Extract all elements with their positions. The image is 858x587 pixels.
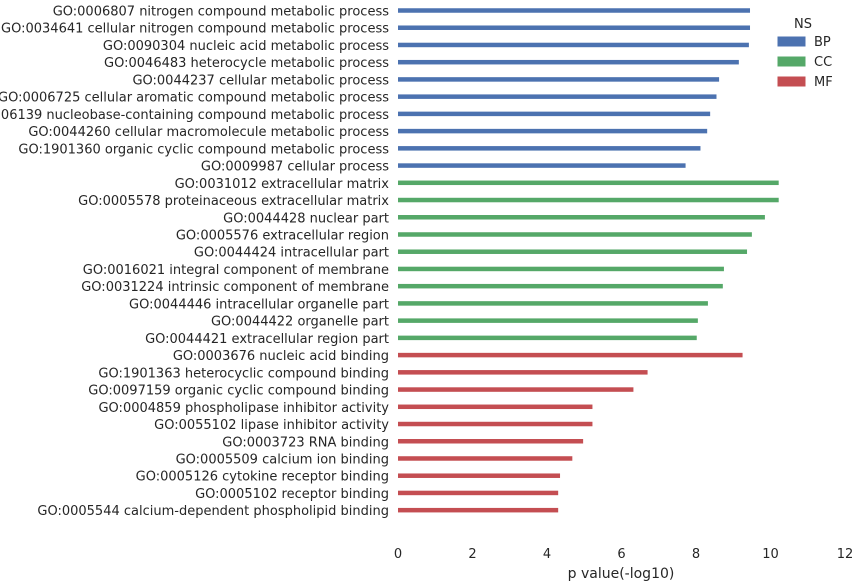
category-label: GO:0006807 nitrogen compound metabolic p… xyxy=(53,5,390,20)
category-label: GO:0005126 cytokine receptor binding xyxy=(136,470,389,485)
legend-swatch-cc xyxy=(776,55,807,68)
bar xyxy=(398,439,584,444)
category-label: GO:0044421 extracellular region part xyxy=(145,332,389,347)
x-tick-label: 2 xyxy=(468,547,476,562)
category-label: GO:0031224 intrinsic component of membra… xyxy=(81,280,389,295)
category-label: GO:0006139 nucleobase-containing compoun… xyxy=(0,108,389,123)
x-tick-label: 8 xyxy=(692,547,700,562)
x-tick-label: 0 xyxy=(394,547,402,562)
bar xyxy=(398,421,593,427)
bar xyxy=(398,335,697,341)
bar xyxy=(398,232,752,237)
category-label: GO:0055102 lipase inhibitor activity xyxy=(154,418,389,433)
x-axis-ticks: 0 2 4 6 8 10 12 xyxy=(394,547,853,562)
legend-label-cc: CC xyxy=(814,55,832,70)
bar xyxy=(398,249,748,254)
category-label: GO:0044424 intracellular part xyxy=(194,246,389,261)
bars xyxy=(398,8,779,513)
bar xyxy=(398,197,779,203)
category-label: GO:0044260 cellular macromolecule metabo… xyxy=(28,125,389,140)
legend-title: NS xyxy=(794,17,812,32)
bar xyxy=(398,283,723,289)
category-label: GO:0005576 extracellular region xyxy=(176,228,389,243)
legend: NS BP CC MF xyxy=(776,17,833,90)
bar xyxy=(398,318,698,323)
bar xyxy=(398,507,559,513)
x-tick-label: 12 xyxy=(837,547,854,562)
category-label: GO:0044422 organelle part xyxy=(211,315,389,330)
category-label: GO:0097159 organic cyclic compound bindi… xyxy=(88,384,389,399)
category-label: GO:0005509 calcium ion binding xyxy=(176,452,389,467)
bar xyxy=(398,163,686,168)
bar xyxy=(398,42,749,48)
category-label: GO:0090304 nucleic acid metabolic proces… xyxy=(103,39,389,54)
category-label: GO:0006725 cellular aromatic compound me… xyxy=(0,91,389,106)
legend-label-mf: MF xyxy=(814,75,833,90)
bar xyxy=(398,352,743,358)
bar xyxy=(398,25,751,30)
bar xyxy=(398,59,739,65)
bar xyxy=(398,473,561,478)
bar xyxy=(398,146,701,151)
bar xyxy=(398,215,765,220)
bar xyxy=(398,180,779,186)
category-label: GO:0003723 RNA binding xyxy=(222,435,389,450)
x-axis-title: p value(-log10) xyxy=(568,566,675,582)
category-label: GO:0046483 heterocycle metabolic process xyxy=(104,56,389,71)
category-label: GO:0005102 receptor binding xyxy=(195,487,389,502)
x-tick-label: 6 xyxy=(617,547,625,562)
bar xyxy=(398,266,724,272)
legend-swatch-bp xyxy=(776,35,807,48)
category-labels: GO:0006807 nitrogen compound metabolic p… xyxy=(0,5,389,520)
category-label: GO:0009987 cellular process xyxy=(201,160,389,175)
category-label: GO:0016021 integral component of membran… xyxy=(83,263,389,278)
category-label: GO:1901363 heterocyclic compound binding xyxy=(98,366,389,381)
category-label: GO:0004859 phospholipase inhibitor activ… xyxy=(98,401,389,416)
category-label: GO:0005578 proteinaceous extracellular m… xyxy=(78,194,389,209)
bar xyxy=(398,128,708,134)
x-tick-label: 10 xyxy=(762,547,779,562)
bar xyxy=(398,111,711,117)
category-label: GO:0034641 cellular nitrogen compound me… xyxy=(1,22,389,37)
bar xyxy=(398,490,559,496)
bar xyxy=(398,456,573,461)
category-label: GO:0031012 extracellular matrix xyxy=(175,177,390,192)
x-tick-label: 4 xyxy=(543,547,551,562)
bar xyxy=(398,404,593,410)
bar xyxy=(398,387,634,392)
category-label: GO:0044446 intracellular organelle part xyxy=(129,297,389,312)
legend-label-bp: BP xyxy=(814,35,831,50)
category-label: GO:1901360 organic cyclic compound metab… xyxy=(18,142,389,157)
category-label: GO:0044237 cellular metabolic process xyxy=(132,73,389,88)
category-label: GO:0044428 nuclear part xyxy=(223,211,389,226)
bar xyxy=(398,301,708,306)
bar xyxy=(398,77,720,82)
category-label: GO:0003676 nucleic acid binding xyxy=(173,349,389,364)
category-label: GO:0005544 calcium-dependent phospholipi… xyxy=(37,504,389,519)
bar xyxy=(398,8,751,13)
bar xyxy=(398,94,717,99)
bar xyxy=(398,370,648,375)
legend-swatch-mf xyxy=(776,75,807,88)
